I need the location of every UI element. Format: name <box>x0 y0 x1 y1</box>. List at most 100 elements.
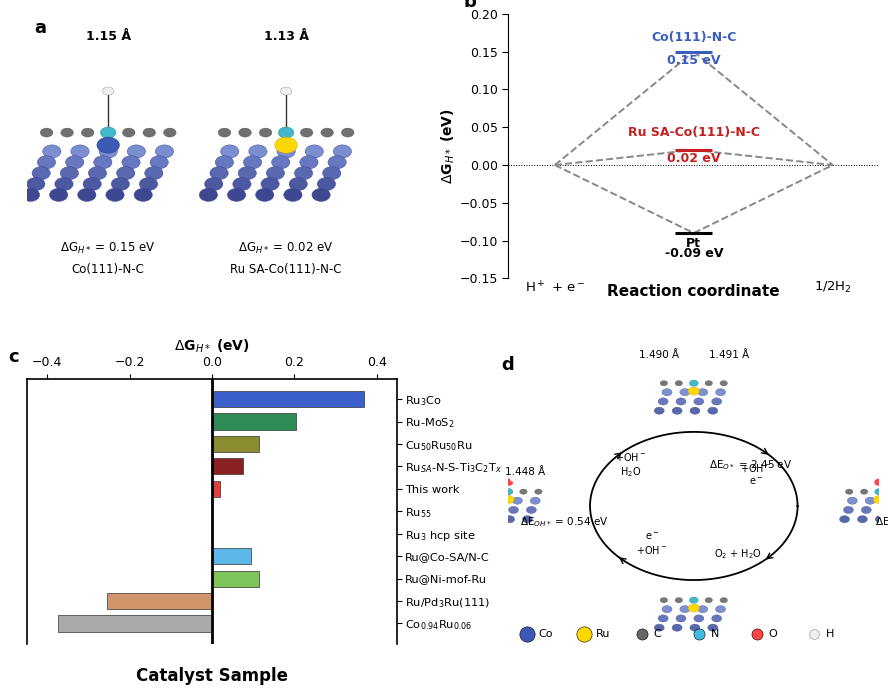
Circle shape <box>527 507 536 513</box>
Circle shape <box>333 145 352 158</box>
Circle shape <box>199 188 218 201</box>
Circle shape <box>37 156 56 169</box>
Circle shape <box>504 489 513 495</box>
Text: ΔE$_{O*}$ = 2.45 eV: ΔE$_{O*}$ = 2.45 eV <box>709 458 792 472</box>
Circle shape <box>259 128 272 137</box>
Circle shape <box>111 177 130 190</box>
Circle shape <box>865 497 876 504</box>
Circle shape <box>860 489 868 494</box>
Text: Ru: Ru <box>596 629 610 639</box>
Circle shape <box>210 167 228 180</box>
Circle shape <box>60 128 74 137</box>
Circle shape <box>874 495 884 504</box>
Text: O: O <box>768 629 777 639</box>
Circle shape <box>106 188 124 201</box>
Text: +OH$^-$
e$^-$: +OH$^-$ e$^-$ <box>741 462 772 486</box>
Circle shape <box>522 516 533 522</box>
Text: Pt: Pt <box>686 237 702 250</box>
Circle shape <box>844 507 853 513</box>
Circle shape <box>143 128 155 137</box>
Circle shape <box>227 188 246 201</box>
Circle shape <box>708 624 718 631</box>
Text: $\Delta$G$_{H*}$ = 0.02 eV: $\Delta$G$_{H*}$ = 0.02 eV <box>238 242 334 257</box>
Text: a: a <box>34 19 46 37</box>
Circle shape <box>233 177 251 190</box>
Circle shape <box>322 167 341 180</box>
Circle shape <box>690 407 700 415</box>
Circle shape <box>43 145 61 158</box>
Circle shape <box>720 381 727 386</box>
Circle shape <box>116 167 135 180</box>
Circle shape <box>511 477 516 481</box>
Circle shape <box>127 145 146 158</box>
Circle shape <box>716 389 725 396</box>
Circle shape <box>266 167 284 180</box>
Circle shape <box>134 188 153 201</box>
Circle shape <box>658 614 668 622</box>
Circle shape <box>139 177 158 190</box>
Circle shape <box>875 480 884 485</box>
Circle shape <box>215 156 234 169</box>
Circle shape <box>321 128 334 137</box>
Circle shape <box>243 156 262 169</box>
Circle shape <box>876 516 885 522</box>
Circle shape <box>675 381 683 386</box>
Circle shape <box>660 381 668 386</box>
Circle shape <box>487 516 496 522</box>
Text: 0.15 eV: 0.15 eV <box>667 54 720 67</box>
Circle shape <box>274 137 297 153</box>
Text: O$_2$ + H$_2$O: O$_2$ + H$_2$O <box>714 547 762 561</box>
Circle shape <box>845 489 853 494</box>
Circle shape <box>690 597 698 603</box>
Circle shape <box>163 128 176 137</box>
Circle shape <box>218 128 231 137</box>
Bar <box>212 570 259 587</box>
Circle shape <box>861 507 871 513</box>
Circle shape <box>261 177 279 190</box>
Circle shape <box>711 614 722 622</box>
Text: N: N <box>710 629 719 639</box>
Text: Ru SA-Co(111)-N-C: Ru SA-Co(111)-N-C <box>230 262 342 275</box>
Circle shape <box>300 156 318 169</box>
Circle shape <box>698 606 708 612</box>
Text: 1.13 Å: 1.13 Å <box>264 30 309 43</box>
Circle shape <box>662 389 672 396</box>
Circle shape <box>716 606 725 612</box>
Circle shape <box>475 489 482 494</box>
Bar <box>212 481 220 497</box>
Text: e$^-$
+OH$^-$: e$^-$ +OH$^-$ <box>637 531 668 556</box>
Circle shape <box>658 398 668 405</box>
Circle shape <box>204 177 223 190</box>
Text: Co(111)-N-C: Co(111)-N-C <box>651 31 736 44</box>
Circle shape <box>21 188 40 201</box>
Circle shape <box>839 516 850 522</box>
Circle shape <box>675 597 683 603</box>
Text: ΔE$_{OOH*}$ = 3.72 eV: ΔE$_{OOH*}$ = 3.72 eV <box>876 515 888 529</box>
Circle shape <box>720 597 727 603</box>
Circle shape <box>71 145 89 158</box>
Text: 1/2H$_2$: 1/2H$_2$ <box>814 280 852 295</box>
Text: 0.02 eV: 0.02 eV <box>667 152 720 165</box>
Circle shape <box>711 398 722 405</box>
Text: 1.491 Å: 1.491 Å <box>709 350 749 361</box>
Circle shape <box>676 398 686 405</box>
Circle shape <box>512 497 522 504</box>
Circle shape <box>698 389 708 396</box>
Text: Catalyst Sample: Catalyst Sample <box>136 667 288 685</box>
Circle shape <box>238 167 257 180</box>
Circle shape <box>535 489 543 494</box>
Circle shape <box>858 516 868 522</box>
Circle shape <box>694 398 704 405</box>
Bar <box>107 593 212 609</box>
Circle shape <box>530 497 540 504</box>
Circle shape <box>99 145 117 158</box>
Circle shape <box>256 188 274 201</box>
Circle shape <box>88 167 107 180</box>
Circle shape <box>66 156 83 169</box>
Circle shape <box>690 624 700 631</box>
Circle shape <box>305 145 323 158</box>
Circle shape <box>60 167 78 180</box>
Circle shape <box>690 381 698 386</box>
Circle shape <box>504 516 515 522</box>
Circle shape <box>145 167 163 180</box>
